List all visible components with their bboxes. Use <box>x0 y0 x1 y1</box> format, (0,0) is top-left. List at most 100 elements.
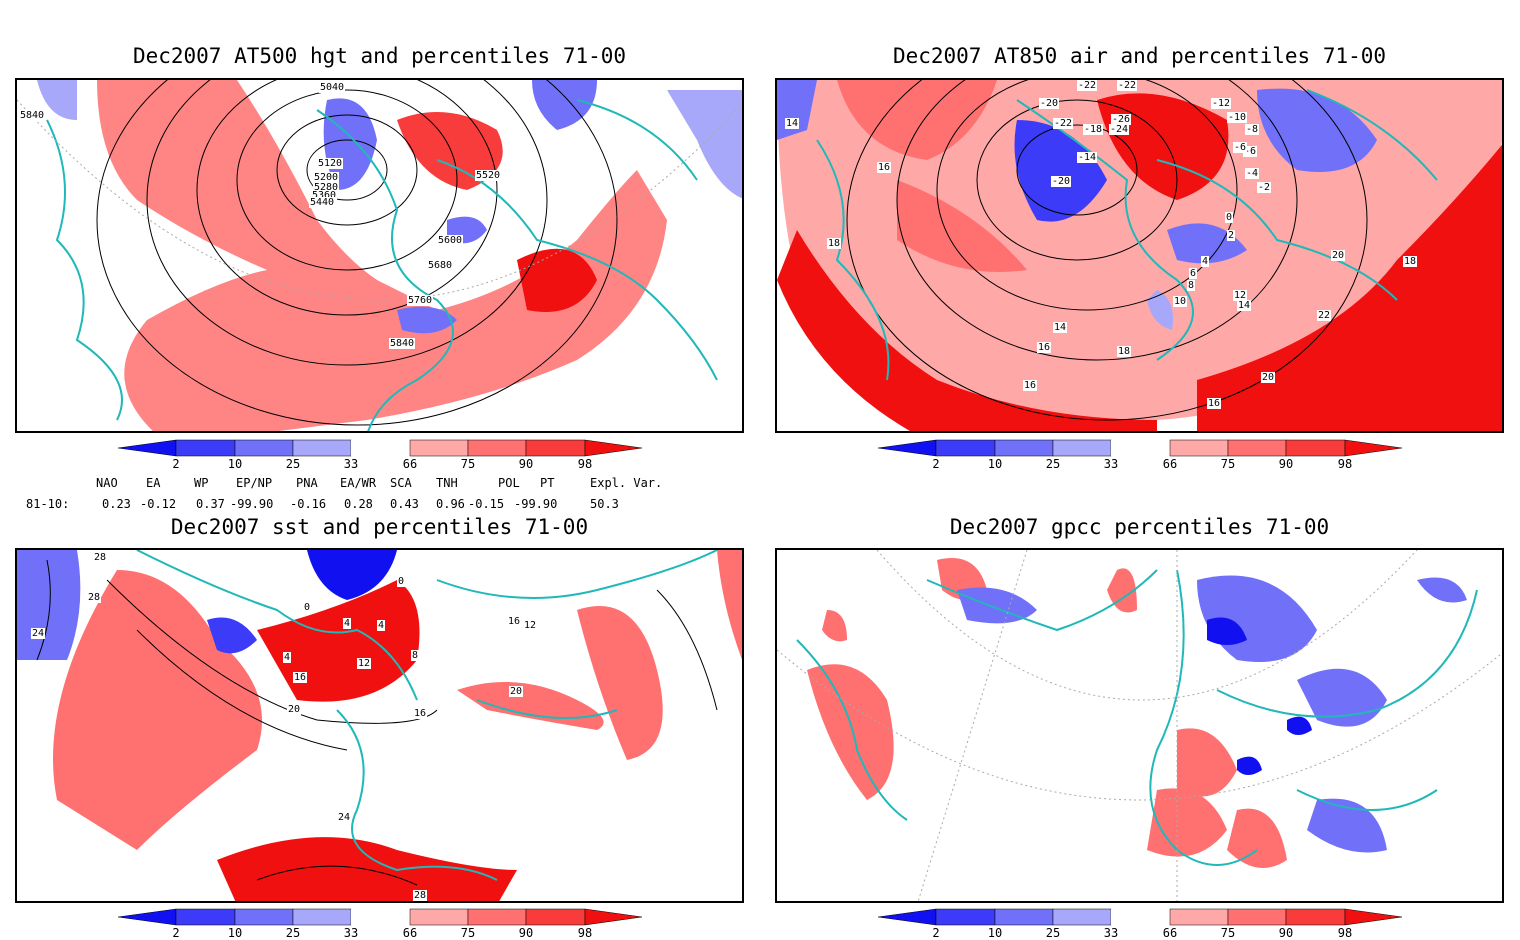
colorbar-tick: 33 <box>343 457 359 471</box>
contour-label: 5840 <box>19 110 46 121</box>
map-panel-hgt500: 5040 5120 5200 5280 5360 5440 5520 5600 … <box>15 78 744 433</box>
colorbar-hgt500: 2 10 25 33 66 75 90 98 <box>118 439 643 473</box>
contour-label: 5040 <box>319 82 346 93</box>
contour-label: 5120 <box>317 158 344 169</box>
contour-label: 20 <box>1331 250 1346 261</box>
colorbar-swatch <box>467 439 527 457</box>
contour-label: -24 <box>1109 124 1130 135</box>
colorbar-tick: 10 <box>227 457 243 471</box>
contour-label: 8 <box>1187 280 1196 291</box>
colorbar-arrow-high <box>584 908 643 926</box>
tele-value: 0.23 <box>102 497 131 511</box>
colorbar-swatch <box>409 908 469 926</box>
contour-label: -22 <box>1077 80 1098 91</box>
tele-header: PNA <box>296 476 318 490</box>
tele-header: EP/NP <box>236 476 273 490</box>
colorbar-tick: 25 <box>285 926 301 940</box>
contour-label: 5200 <box>313 172 340 183</box>
contour-label: 5360 <box>311 190 338 201</box>
colorbar-tick: 75 <box>1220 926 1236 940</box>
colorbar-arrow-high <box>1344 439 1403 457</box>
tele-header: POL <box>498 476 520 490</box>
colorbar-arrow-high <box>584 439 643 457</box>
contour-label: 16 <box>1207 398 1222 409</box>
contour-label: 18 <box>1403 256 1418 267</box>
contour-label: 5440 <box>309 197 336 208</box>
contour-label: -10 <box>1227 112 1248 123</box>
colorbar-swatch <box>467 908 527 926</box>
contour-label: 24 <box>337 812 352 823</box>
colorbar-tick: 75 <box>1220 457 1236 471</box>
contour-label: -2 <box>1257 182 1272 193</box>
colorbar-arrow-low <box>118 908 177 926</box>
colorbar-swatch <box>175 908 236 926</box>
contour-label: -6 <box>1243 146 1258 157</box>
contour-label: -6 <box>1233 142 1248 153</box>
contour-label: 5760 <box>407 295 434 306</box>
anomaly-shading-warm <box>97 80 667 431</box>
contour-label: 4 <box>1201 256 1210 267</box>
contour-label: 5280 <box>313 182 340 193</box>
colorbar-tick: 33 <box>343 926 359 940</box>
contour-label: 4 <box>377 620 386 631</box>
colorbar-swatch <box>1227 908 1287 926</box>
tele-header: NAO <box>96 476 118 490</box>
contour-label: -22 <box>1117 80 1138 91</box>
contour-label: 28 <box>87 592 102 603</box>
contour-label: -14 <box>1077 152 1098 163</box>
colorbar-swatch-neutral <box>1111 909 1170 925</box>
contour-label: 20 <box>287 704 302 715</box>
colorbar-swatch <box>234 439 294 457</box>
colorbar-tick: 10 <box>987 926 1003 940</box>
contour-label: 14 <box>1053 322 1068 333</box>
contour-label: 16 <box>507 616 522 627</box>
anomaly-shading-cold <box>1014 120 1107 222</box>
contour-label: 16 <box>413 708 428 719</box>
coastlines <box>136 550 718 881</box>
tele-header: SCA <box>390 476 412 490</box>
colorbar-tick: 98 <box>577 926 593 940</box>
contour-label: 4 <box>283 652 292 663</box>
colorbar-arrow-low <box>118 439 177 457</box>
tele-value: 0.96 <box>436 497 465 511</box>
contour-label: 8 <box>411 650 420 661</box>
colorbar-swatch-neutral <box>1111 440 1170 456</box>
tele-value: 0.37 <box>196 497 225 511</box>
contour-label: 20 <box>1261 372 1276 383</box>
contour-label: 10 <box>1173 296 1188 307</box>
colorbar-tick: 75 <box>460 926 476 940</box>
contour-label: 5680 <box>427 260 454 271</box>
contour-label: -8 <box>1245 124 1260 135</box>
colorbar-arrow-low <box>878 908 937 926</box>
contour-label: -20 <box>1051 176 1072 187</box>
tele-value: -99.90 <box>514 497 558 511</box>
contour-label: 0 <box>303 602 312 613</box>
colorbar-swatch <box>935 908 996 926</box>
colorbar-gpcc: 2 10 25 33 66 75 90 98 <box>878 908 1403 940</box>
contour-label: -12 <box>1211 98 1232 109</box>
tele-header: EA <box>146 476 161 490</box>
colorbar-swatch <box>234 908 294 926</box>
contour-label: 12 <box>523 620 538 631</box>
contour-label: 18 <box>827 238 842 249</box>
contour-label: 16 <box>1023 380 1038 391</box>
tele-header: EA/WR <box>340 476 377 490</box>
colorbar-swatch <box>1285 908 1346 926</box>
colorbar-tick: 66 <box>402 926 418 940</box>
colorbar-swatch <box>1227 439 1287 457</box>
contour-label: 18 <box>1117 346 1132 357</box>
precip-shading-warm <box>807 558 1287 868</box>
map-panel-air850: -22 -22 -20 -18 -24 -26 -22 -14 -12 -10 … <box>775 78 1504 433</box>
tele-value: -0.15 <box>468 497 505 511</box>
colorbar-tick: 25 <box>285 457 301 471</box>
colorbar-tick: 98 <box>577 457 593 471</box>
contour-label: 12 <box>1233 290 1248 301</box>
colorbar-swatch <box>1169 908 1229 926</box>
colorbar-tick: 98 <box>1337 926 1353 940</box>
colorbar-tick: 90 <box>518 926 534 940</box>
contour-label: 22 <box>1317 310 1332 321</box>
map-panel-sst: 28 28 24 0 0 4 4 4 8 12 16 16 20 20 24 2… <box>15 548 744 903</box>
colorbar-tick: 90 <box>1278 457 1294 471</box>
contour-label: -20 <box>1039 98 1060 109</box>
contour-label: 5520 <box>475 170 502 181</box>
